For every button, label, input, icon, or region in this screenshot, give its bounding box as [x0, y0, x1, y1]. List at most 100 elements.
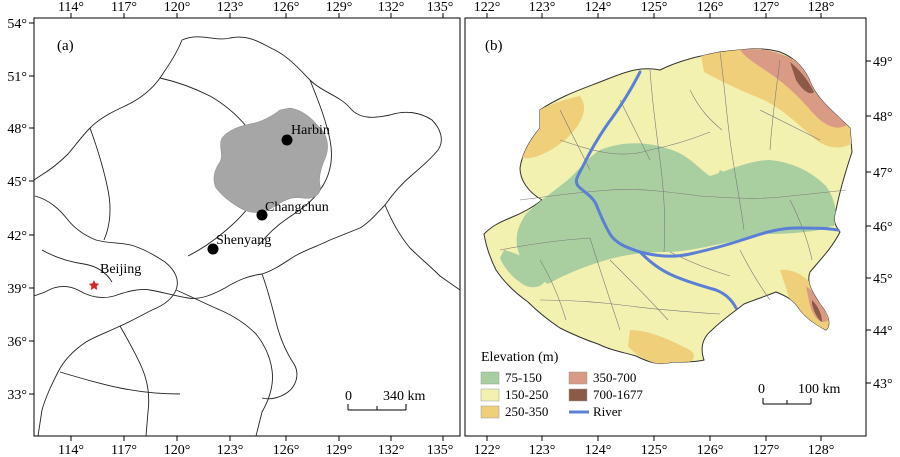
tick-label: 45°: [7, 175, 27, 190]
tick-label: 42°: [7, 229, 27, 244]
internal-border-3: [89, 127, 111, 241]
tick-label: 114°: [58, 0, 84, 15]
tick-label: 124°: [585, 443, 612, 457]
panel-b-bottom-tick-labels: 122° 123° 124° 125° 126° 127° 128°: [474, 443, 835, 457]
tick-label: 126°: [273, 0, 300, 15]
tick-label: 135°: [427, 0, 454, 15]
tick-label: 122°: [474, 443, 501, 457]
river-line: [574, 70, 840, 258]
tick-label: 129°: [326, 0, 353, 15]
tick-label: 126°: [273, 443, 300, 457]
panel-a-map-body: Harbin Changchun Shenyang Beijing: [34, 36, 460, 436]
legend-label: River: [593, 404, 623, 419]
legend-label: 350-700: [593, 370, 636, 385]
city-harbin: Harbin: [281, 123, 330, 146]
river-line: [638, 250, 738, 310]
tick-label: 44°: [873, 324, 893, 339]
city-dot-icon: [256, 209, 268, 221]
tick-label: 46°: [873, 220, 893, 235]
tick-label: 132°: [378, 443, 405, 457]
tick-label: 114°: [58, 443, 84, 457]
county-boundaries: [499, 51, 847, 331]
coast-line: [34, 195, 178, 436]
tick-label: 128°: [808, 0, 835, 15]
tick-label: 122°: [474, 0, 501, 15]
scalebar-distance: 340 km: [383, 389, 426, 404]
tick-label: 43°: [873, 377, 893, 392]
legend-label: 150-250: [505, 387, 548, 402]
panel-a-left-tick-labels: 54° 51° 48° 45° 42° 39° 36° 33°: [7, 17, 27, 403]
legend-label: 250-350: [505, 404, 548, 419]
city-label: Beijing: [100, 262, 141, 277]
panel-a-bottom-tick-labels: 114° 117° 120° 123° 126° 129° 132° 135°: [58, 443, 453, 457]
tick-label: 132°: [378, 0, 405, 15]
legend-title: Elevation (m): [481, 350, 559, 365]
tick-label: 123°: [217, 443, 244, 457]
scalebar-zero: 0: [345, 389, 352, 404]
city-dot-icon: [207, 243, 219, 255]
city-dot-icon: [281, 134, 293, 146]
panel-b-label: (b): [485, 38, 503, 54]
tick-label: 123°: [217, 0, 244, 15]
study-area: [213, 107, 328, 213]
internal-border-7: [59, 371, 181, 395]
tick-label: 117°: [111, 0, 137, 15]
city-changchun: Changchun: [256, 200, 329, 221]
panel-b-tick-marks: [486, 13, 871, 441]
tick-label: 128°: [808, 443, 835, 457]
tick-label: 45°: [873, 272, 893, 287]
rivers: [574, 70, 840, 310]
panel-a-frame: [33, 17, 461, 437]
panel-b-top-tick-labels: 122° 123° 124° 125° 126° 127° 128°: [474, 0, 835, 15]
tick-label: 33°: [7, 388, 27, 403]
panel-b-frame: [464, 17, 867, 437]
panel-a: 114° 117° 120° 123° 126° 129° 132° 135° …: [7, 0, 461, 457]
legend-item: 75-150: [480, 370, 542, 385]
star-icon: [88, 280, 100, 290]
tick-label: 117°: [111, 443, 137, 457]
tick-label: 123°: [529, 443, 556, 457]
tick-label: 120°: [164, 443, 191, 457]
tick-label: 47°: [873, 166, 893, 181]
legend-item: 350-700: [568, 370, 636, 385]
tick-label: 39°: [7, 282, 27, 297]
tick-label: 126°: [697, 0, 724, 15]
panel-b-map-body: [483, 48, 853, 365]
city-label: Changchun: [265, 200, 329, 215]
internal-border-6: [41, 249, 113, 283]
northern-border: [34, 39, 183, 181]
tick-label: 126°: [697, 443, 724, 457]
city-shenyang: Shenyang: [207, 233, 271, 255]
tick-label: 36°: [7, 335, 27, 350]
internal-border-5: [119, 325, 150, 436]
tick-label: 49°: [873, 55, 893, 70]
panel-a-tick-marks: [29, 13, 444, 441]
panel-b: 122° 123° 124° 125° 126° 127° 128° 122° …: [464, 0, 893, 457]
korea-coast: [261, 273, 298, 400]
scalebar-distance: 100 km: [798, 382, 841, 397]
panel-b-scalebar: 0 100 km: [758, 382, 841, 405]
tick-label: 48°: [873, 110, 893, 125]
tick-label: 127°: [753, 0, 780, 15]
city-beijing: Beijing: [88, 262, 141, 290]
internal-border-4: [175, 289, 273, 436]
country-border: [34, 36, 442, 299]
legend-item: 700-1677: [568, 387, 643, 402]
tick-label: 135°: [427, 443, 454, 457]
panel-b-right-tick-labels: 49° 48° 47° 46° 45° 44° 43°: [873, 55, 893, 392]
tick-label: 123°: [529, 0, 556, 15]
legend-item: 150-250: [480, 387, 548, 402]
legend-label: 700-1677: [593, 387, 643, 402]
east-border: [384, 204, 460, 291]
panel-a-label: (a): [57, 38, 74, 54]
panel-a-top-tick-labels: 114° 117° 120° 123° 126° 129° 132° 135°: [58, 0, 453, 15]
tick-label: 125°: [641, 0, 668, 15]
city-label: Shenyang: [216, 233, 271, 248]
tick-label: 51°: [7, 70, 27, 85]
elevation-legend: Elevation (m) 75-150 150-250 250-350 350…: [480, 350, 643, 419]
tick-label: 125°: [641, 443, 668, 457]
tick-label: 48°: [7, 122, 27, 137]
tick-label: 120°: [164, 0, 191, 15]
tick-label: 124°: [585, 0, 612, 15]
